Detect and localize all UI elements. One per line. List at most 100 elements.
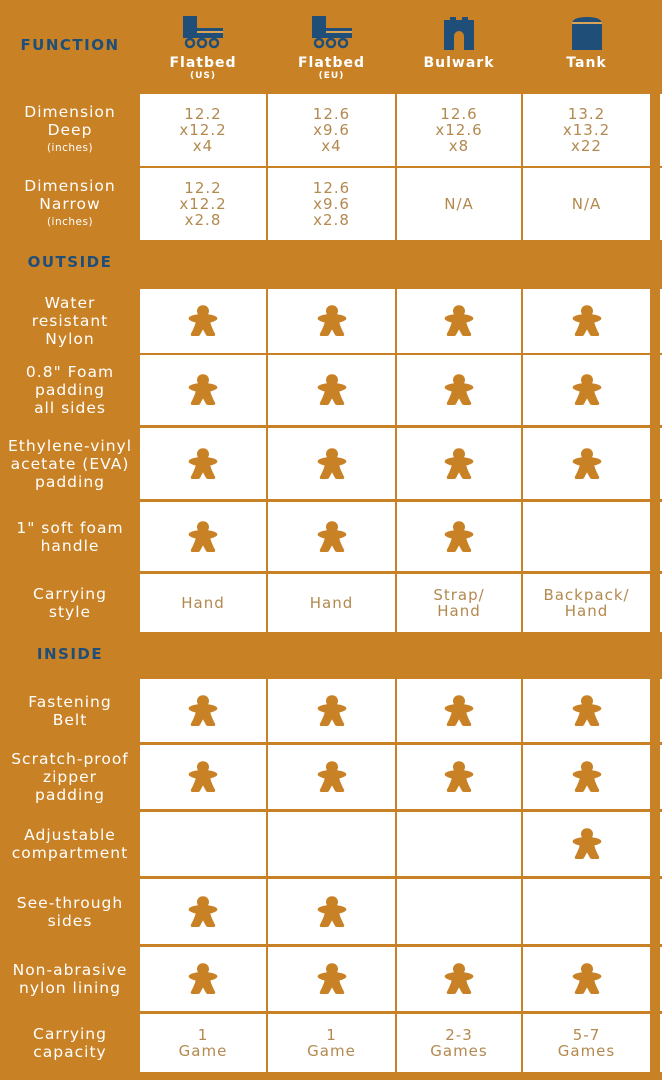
table-cell: 1 Game — [140, 1014, 266, 1072]
table-cell: 12.6 x9.6 x2.8 — [268, 168, 395, 240]
row-label-line: padding — [35, 786, 105, 804]
table-cell: Strap/Hand — [397, 574, 521, 632]
cell-value: x4 — [321, 137, 342, 155]
table-cell — [140, 428, 266, 499]
section-heading: OUTSIDE — [27, 253, 113, 271]
cell-value: 12.2 — [184, 179, 222, 197]
cell-value: Hand — [181, 594, 225, 612]
table-cell — [523, 812, 650, 876]
cell-value: 12.2 — [184, 105, 222, 123]
cell-value: x9.6 — [313, 195, 350, 213]
row-cells: Hand Hand Strap/Hand Backpack/Hand — [140, 574, 652, 632]
table-cell — [397, 745, 521, 809]
cell-value: Game — [178, 1042, 228, 1060]
row-cells: 1 Game 1 Game 2-3 Games 5-7 Games — [140, 1014, 652, 1072]
table-cell — [397, 502, 521, 571]
row-cells — [140, 679, 652, 742]
table-cell — [523, 947, 650, 1011]
table-cell: 12.2 x12.2 x2.8 — [140, 168, 266, 240]
meeple-check-icon — [188, 895, 218, 927]
row-label-line: nylon lining — [19, 979, 121, 997]
meeple-check-icon — [188, 447, 218, 479]
next-column-edge — [660, 168, 662, 240]
table-row: Adjustable compartment — [0, 812, 662, 876]
table-row: Fastening Belt — [0, 679, 662, 742]
table-cell: Backpack/Hand — [523, 574, 650, 632]
table-cell — [397, 947, 521, 1011]
row-cells — [140, 428, 652, 499]
table-row: See-through sides — [0, 879, 662, 944]
next-column-edge — [660, 947, 662, 1011]
table-cell — [397, 428, 521, 499]
cell-value: Backpack/ — [543, 586, 630, 604]
next-column-edge — [660, 879, 662, 944]
row-label: Carrying style — [0, 574, 140, 632]
meeple-check-icon — [572, 694, 601, 726]
product-header: Flatbed (EU) — [268, 0, 395, 92]
row-label-line: Ethylene-vinyl — [7, 436, 133, 455]
meeple-check-icon — [572, 305, 601, 336]
cell-value: N/A — [444, 195, 474, 213]
cell-value: 1 — [326, 1026, 337, 1044]
row-label-unit: (inches) — [46, 142, 94, 154]
flatbed-truck-icon — [181, 0, 225, 54]
table-cell — [140, 947, 266, 1011]
cell-value: Hand — [437, 602, 481, 620]
table-cell — [268, 428, 395, 499]
table-cell — [268, 947, 395, 1011]
row-label-line: sides — [47, 911, 93, 930]
product-name: Flatbed — [169, 55, 237, 71]
row-label-line: Scratch-proof — [11, 750, 129, 768]
table-cell — [397, 289, 521, 353]
table-cell — [268, 502, 395, 571]
table-cell — [397, 879, 521, 944]
row-label-line: Fastening — [28, 692, 112, 711]
meeple-check-icon — [444, 305, 474, 336]
cell-value: x8 — [448, 137, 470, 155]
next-column-edge — [660, 812, 662, 876]
row-cells — [140, 812, 652, 876]
table-cell: N/A — [523, 168, 650, 240]
table-cell: 12.6 x9.6 x4 — [268, 94, 395, 166]
row-label-line: See-through — [16, 893, 124, 912]
meeple-check-icon — [188, 305, 218, 336]
table-cell: N/A — [397, 168, 521, 240]
next-column-edge — [660, 94, 662, 166]
cell-value: Hand — [564, 602, 609, 620]
row-cells — [140, 289, 652, 353]
row-label-line: style — [48, 603, 92, 621]
cell-value: Strap/ — [433, 586, 485, 604]
meeple-check-icon — [444, 374, 474, 405]
product-region: (US) — [189, 71, 217, 81]
product-name: Flatbed — [297, 55, 366, 71]
row-cells — [140, 879, 652, 944]
row-label-line: padding — [35, 381, 105, 399]
meeple-check-icon — [444, 694, 474, 726]
meeple-check-icon — [444, 761, 474, 792]
table-cell — [523, 879, 650, 944]
meeple-check-icon — [188, 374, 218, 405]
table-cell: 2-3 Games — [397, 1014, 521, 1072]
cell-value: x12.2 — [179, 121, 227, 139]
meeple-check-icon — [317, 694, 346, 726]
next-column-edge — [660, 502, 662, 571]
row-label-line: Narrow — [39, 195, 101, 213]
row-label-line: Non-abrasive — [12, 961, 128, 979]
table-row: Dimension Deep (inches) 12.2 x12.2 x4 12.6 x9.6… — [0, 94, 662, 166]
meeple-check-icon — [572, 828, 601, 859]
meeple-check-icon — [572, 374, 601, 405]
table-row: Dimension Narrow (inches) 12.2 x12.2 x2.8 12.6… — [0, 168, 662, 240]
table-cell — [140, 679, 266, 742]
row-label: 1" soft foam handle — [0, 502, 140, 571]
table-cell — [140, 745, 266, 809]
table-cell: 5-7 Games — [523, 1014, 650, 1072]
row-label-line: zipper — [42, 768, 98, 786]
table-cell — [397, 812, 521, 876]
meeple-check-icon — [317, 374, 346, 405]
row-label: See-through sides — [0, 879, 140, 944]
table-cell: Hand — [140, 574, 266, 632]
row-label: Water resistant Nylon — [0, 289, 140, 353]
meeple-check-icon — [317, 305, 346, 336]
row-label: 0.8" Foam padding all sides — [0, 355, 140, 425]
table-row: Non-abrasive nylon lining — [0, 947, 662, 1011]
